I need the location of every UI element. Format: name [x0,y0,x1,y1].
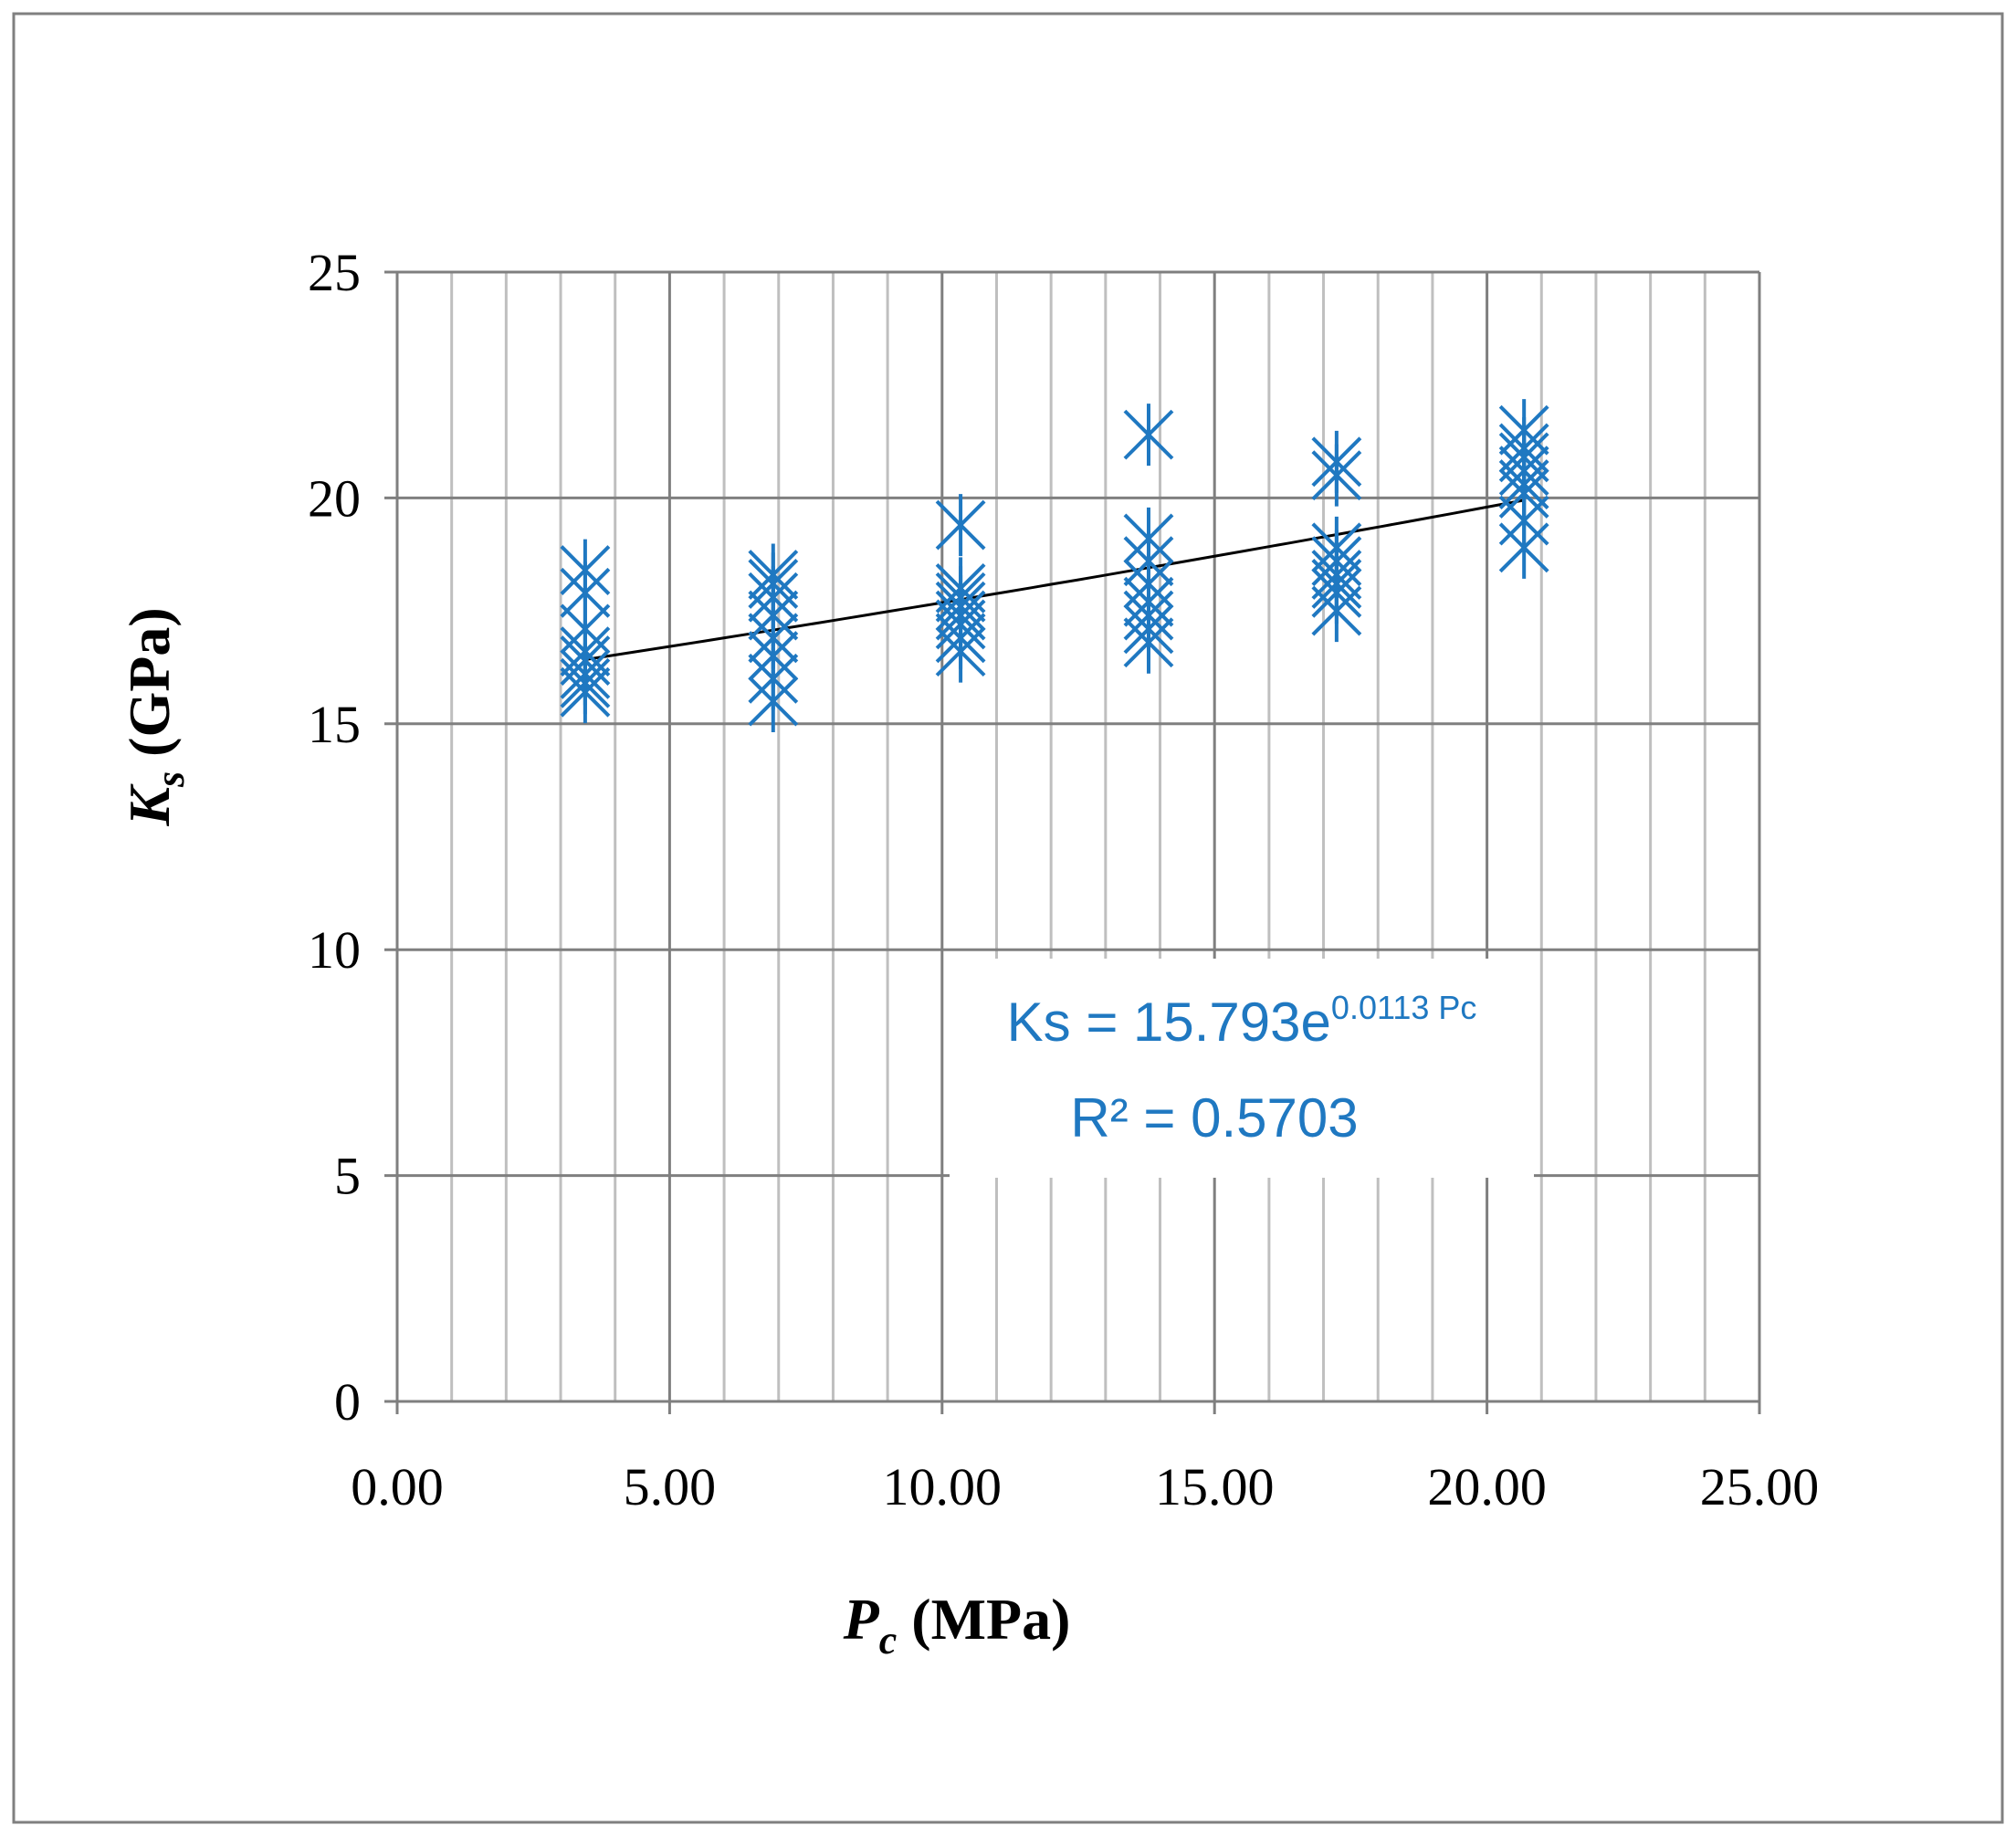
equation-box [950,959,1534,1178]
data-point [1123,611,1174,674]
axis-layer: 0.00 5.00 10.00 15.00 20.00 25.00 0 5 10 15 20 25 [308,243,1819,1516]
y-tick-label: 5 [334,1147,361,1206]
x-tick-label: 20.00 [1427,1457,1547,1516]
x-tick-label: 10.00 [883,1457,1003,1516]
data-point [1311,580,1362,643]
equation-exponent: 0.0113 Pc [1331,989,1476,1026]
x-axis-title-unit: (MPa) [897,1587,1070,1652]
marker-layer [560,399,1549,733]
y-tick-label: 10 [308,920,361,980]
r-squared-label: R² = 0.5703 [1070,1087,1358,1149]
data-point [1123,404,1174,467]
data-point [935,494,986,557]
y-tick-label: 25 [308,243,361,302]
data-point [748,670,799,733]
y-axis-title: Ks (GPa) [117,607,193,826]
trendline [584,498,1525,661]
trendline-layer [584,498,1525,661]
y-tick-label: 0 [334,1372,361,1432]
chart-frame [12,12,2004,1824]
y-axis-title-unit: (GPa) [117,607,182,771]
data-point [1311,444,1362,507]
x-tick-label: 5.00 [624,1457,717,1516]
data-point [560,661,611,724]
data-point [1498,516,1549,579]
x-axis-title-sub: c [879,1618,898,1663]
trendline-equation: Ks = 15.793e0.0113 Pc [1007,989,1477,1053]
equation-base: Ks = 15.793e [1007,991,1331,1053]
y-tick-label: 15 [308,695,361,754]
x-axis-title-main: P [843,1587,880,1652]
x-tick-label: 0.00 [351,1457,444,1516]
y-axis-title-sub: s [148,771,193,788]
y-axis-title-main: K [117,783,182,827]
x-axis-title: Pc (MPa) [843,1587,1071,1663]
x-tick-label: 15.00 [1155,1457,1275,1516]
y-tick-label: 20 [308,468,361,528]
data-point [935,620,986,683]
x-tick-label: 25.00 [1700,1457,1820,1516]
